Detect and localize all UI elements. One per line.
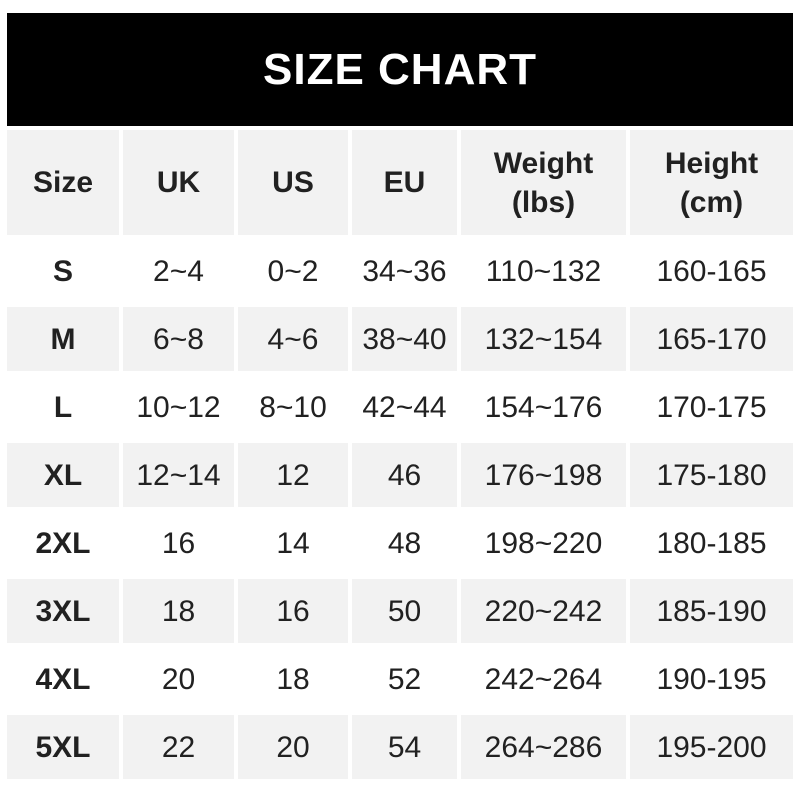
size-cell: XL (7, 443, 119, 507)
size-cell: L (7, 375, 119, 439)
us-cell: 12 (238, 443, 348, 507)
height-cell: 160-165 (630, 239, 793, 303)
eu-cell: 52 (352, 647, 457, 711)
weight-cell: 242~264 (461, 647, 626, 711)
height-cell: 170-175 (630, 375, 793, 439)
weight-cell: 110~132 (461, 239, 626, 303)
header-cell-uk: UK (123, 130, 234, 235)
header-cell-weight: Weight (lbs) (461, 130, 626, 235)
uk-cell: 22 (123, 715, 234, 779)
uk-cell: 10~12 (123, 375, 234, 439)
uk-cell: 18 (123, 579, 234, 643)
size-chart-page: SIZE CHART Size UK US EU Weight (lbs) He… (7, 13, 793, 779)
size-cell: 3XL (7, 579, 119, 643)
size-table: Size UK US EU Weight (lbs) Height (cm) S… (7, 130, 793, 779)
header-cell-eu: EU (352, 130, 457, 235)
us-cell: 18 (238, 647, 348, 711)
header-cell-us: US (238, 130, 348, 235)
us-cell: 20 (238, 715, 348, 779)
height-cell: 190-195 (630, 647, 793, 711)
uk-cell: 6~8 (123, 307, 234, 371)
eu-cell: 50 (352, 579, 457, 643)
uk-cell: 16 (123, 511, 234, 575)
header-cell-height: Height (cm) (630, 130, 793, 235)
uk-cell: 12~14 (123, 443, 234, 507)
size-cell: 4XL (7, 647, 119, 711)
header-cell-size: Size (7, 130, 119, 235)
height-cell: 180-185 (630, 511, 793, 575)
weight-cell: 264~286 (461, 715, 626, 779)
eu-cell: 54 (352, 715, 457, 779)
uk-cell: 2~4 (123, 239, 234, 303)
uk-cell: 20 (123, 647, 234, 711)
eu-cell: 38~40 (352, 307, 457, 371)
eu-cell: 34~36 (352, 239, 457, 303)
height-cell: 195-200 (630, 715, 793, 779)
size-cell: 5XL (7, 715, 119, 779)
height-cell: 175-180 (630, 443, 793, 507)
eu-cell: 48 (352, 511, 457, 575)
weight-cell: 176~198 (461, 443, 626, 507)
weight-cell: 132~154 (461, 307, 626, 371)
height-cell: 165-170 (630, 307, 793, 371)
weight-cell: 154~176 (461, 375, 626, 439)
us-cell: 8~10 (238, 375, 348, 439)
weight-cell: 220~242 (461, 579, 626, 643)
us-cell: 0~2 (238, 239, 348, 303)
us-cell: 14 (238, 511, 348, 575)
height-cell: 185-190 (630, 579, 793, 643)
us-cell: 4~6 (238, 307, 348, 371)
eu-cell: 42~44 (352, 375, 457, 439)
size-cell: M (7, 307, 119, 371)
size-cell: 2XL (7, 511, 119, 575)
page-title: SIZE CHART (263, 44, 537, 94)
title-banner: SIZE CHART (7, 13, 793, 126)
size-cell: S (7, 239, 119, 303)
weight-cell: 198~220 (461, 511, 626, 575)
us-cell: 16 (238, 579, 348, 643)
eu-cell: 46 (352, 443, 457, 507)
